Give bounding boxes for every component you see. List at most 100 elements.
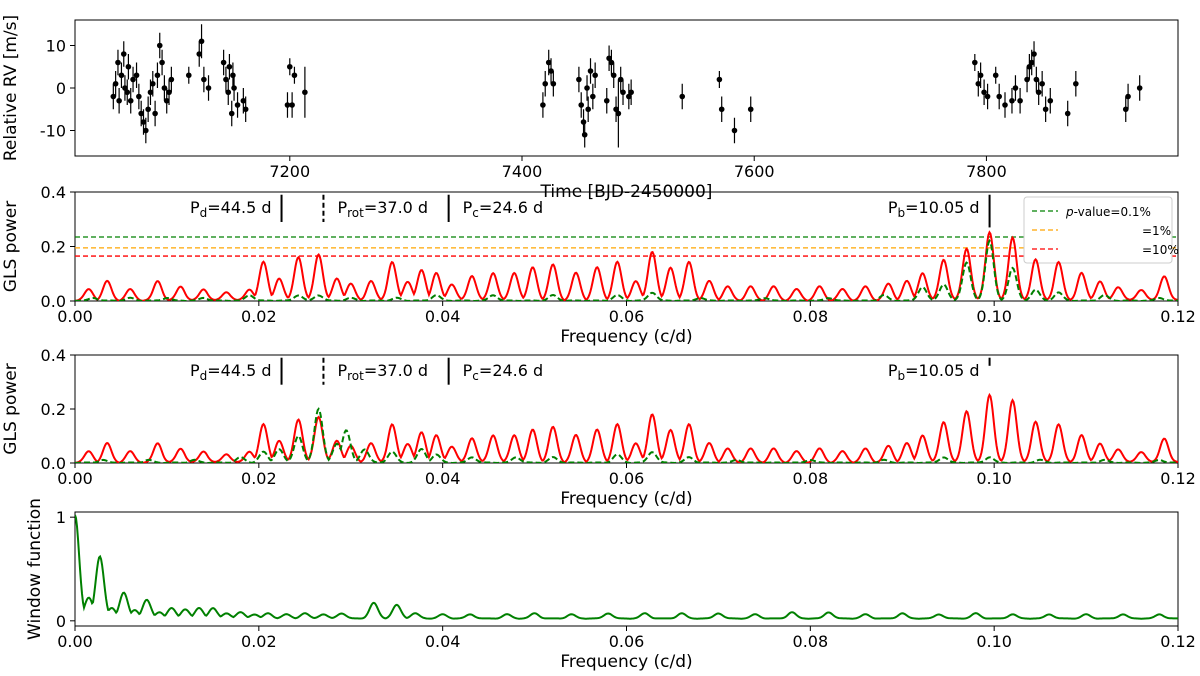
rv-data-point bbox=[679, 93, 686, 100]
rv-data-point bbox=[168, 76, 175, 83]
x-tick-label: 0.06 bbox=[609, 307, 645, 326]
rv-data-point bbox=[140, 119, 147, 125]
x-axis-label: Frequency (c/d) bbox=[560, 327, 692, 347]
rv-data-point bbox=[225, 89, 232, 96]
rv-data-point bbox=[149, 80, 156, 87]
y-tick-label: 0 bbox=[56, 79, 66, 98]
rv-data-point bbox=[1039, 80, 1045, 87]
period-marker-label: Pb=10.05 d bbox=[888, 198, 980, 220]
rv-data-point bbox=[1024, 76, 1030, 83]
x-tick-label: 0.00 bbox=[57, 632, 93, 651]
y-tick-label: 0.4 bbox=[41, 183, 66, 202]
legend-label: =10% bbox=[1142, 243, 1179, 257]
x-tick-label: 7600 bbox=[734, 162, 775, 181]
rv-data-point bbox=[545, 59, 552, 66]
y-tick-label: -10 bbox=[40, 122, 66, 141]
rv-data-point bbox=[152, 110, 158, 117]
rv-data-point bbox=[201, 76, 207, 83]
x-tick-label: 0.06 bbox=[609, 632, 645, 651]
rv-data-point bbox=[291, 72, 298, 79]
rv-data-point bbox=[242, 106, 249, 113]
series-line bbox=[75, 392, 1178, 463]
y-axis-label: Relative RV [m/s] bbox=[1, 15, 21, 161]
rv-data-point bbox=[226, 63, 233, 70]
rv-data-point bbox=[603, 97, 610, 104]
rv-data-point bbox=[228, 110, 235, 117]
rv-data-point bbox=[286, 63, 293, 70]
rv-data-point bbox=[1042, 106, 1049, 113]
rv-data-point bbox=[542, 80, 549, 87]
period-marker-label: Pb=10.05 d bbox=[888, 361, 980, 383]
rv-data-point bbox=[1012, 85, 1019, 91]
rv-data-point bbox=[626, 93, 632, 100]
y-tick-label: 1 bbox=[56, 508, 66, 527]
rv-data-point bbox=[747, 106, 754, 113]
rv-data-point bbox=[617, 76, 624, 83]
rv-data-point bbox=[110, 93, 117, 100]
rv-data-point bbox=[716, 76, 723, 83]
legend-box bbox=[1023, 196, 1173, 264]
x-tick-label: 0.02 bbox=[241, 307, 277, 326]
rv-data-point bbox=[731, 127, 738, 134]
rv-data-point bbox=[1064, 110, 1071, 117]
rv-data-point bbox=[1031, 51, 1037, 57]
period-marker-label: Pd=44.5 d bbox=[190, 198, 272, 220]
x-axis-label: Frequency (c/d) bbox=[560, 489, 692, 509]
rv-data-point bbox=[972, 59, 978, 66]
residual-series-line bbox=[75, 238, 1178, 301]
rv-data-point bbox=[590, 93, 596, 100]
rv-data-point bbox=[548, 68, 554, 74]
y-tick-label: 0 bbox=[56, 612, 66, 631]
y-tick-label: 0.4 bbox=[41, 346, 66, 365]
rv-data-point bbox=[1017, 97, 1023, 104]
x-tick-label: 0.06 bbox=[609, 469, 645, 488]
rv-data-point bbox=[992, 72, 999, 79]
rv-data-point bbox=[136, 93, 142, 100]
rv-data-point bbox=[289, 102, 295, 108]
rv-data-point bbox=[185, 72, 192, 79]
x-tick-label: 0.00 bbox=[57, 469, 93, 488]
x-tick-label: 0.04 bbox=[425, 469, 461, 488]
rv-data-point bbox=[1028, 59, 1035, 66]
rv-data-point bbox=[592, 72, 598, 79]
rv-data-point bbox=[125, 63, 132, 70]
x-axis-label: Frequency (c/d) bbox=[560, 652, 692, 672]
y-axis-label: GLS power bbox=[1, 363, 21, 454]
rv-data-point bbox=[984, 93, 991, 100]
rv-data-point bbox=[302, 89, 308, 96]
x-tick-label: 0.10 bbox=[976, 307, 1012, 326]
rv-data-point bbox=[613, 106, 619, 113]
rv-data-point bbox=[1009, 97, 1015, 104]
rv-data-point bbox=[115, 59, 121, 66]
rv-data-point bbox=[1026, 63, 1033, 70]
rv-data-point bbox=[196, 51, 203, 57]
x-tick-label: 0.02 bbox=[241, 469, 277, 488]
rv-data-point bbox=[234, 102, 241, 108]
rv-data-point bbox=[620, 89, 626, 96]
rv-data-point bbox=[133, 72, 140, 79]
period-marker-label: Pc=24.6 d bbox=[463, 361, 544, 383]
x-tick-label: 0.12 bbox=[1160, 632, 1196, 651]
rv-data-point bbox=[578, 102, 585, 108]
residual-series-line bbox=[75, 407, 1178, 463]
rv-data-point bbox=[223, 76, 229, 83]
rv-data-point bbox=[550, 80, 557, 87]
rv-data-point bbox=[996, 93, 1002, 100]
y-tick-label: 0.2 bbox=[41, 238, 66, 257]
rv-data-point bbox=[1122, 106, 1129, 113]
rv-data-point bbox=[580, 119, 587, 125]
rv-data-point bbox=[127, 97, 134, 104]
rv-data-point bbox=[147, 89, 154, 96]
x-tick-label: 7200 bbox=[269, 162, 310, 181]
period-marker-label: Prot=37.0 d bbox=[337, 361, 428, 383]
rv-data-point bbox=[1125, 93, 1131, 100]
x-tick-label: 0.12 bbox=[1160, 307, 1196, 326]
rv-data-point bbox=[628, 89, 634, 96]
period-marker-label: Pd=44.5 d bbox=[190, 361, 272, 383]
x-tick-label: 7400 bbox=[502, 162, 543, 181]
legend-label: p-value=0.1% bbox=[1065, 205, 1151, 219]
rv-data-point bbox=[610, 72, 617, 79]
rv-data-point bbox=[1033, 76, 1040, 83]
plot-frame bbox=[74, 511, 1179, 627]
